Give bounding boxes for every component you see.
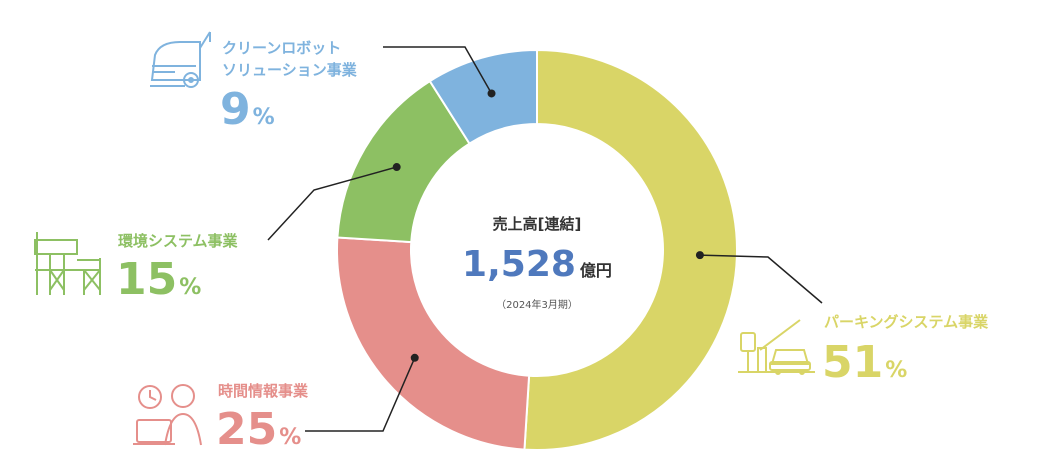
segment-name: 環境システム事業 <box>118 232 238 250</box>
segment-percent-environment: 15% <box>116 258 201 310</box>
percent-unit: % <box>885 358 908 383</box>
segment-percent-value: 25 <box>216 404 278 455</box>
segment-label-environment: 環境システム事業 <box>118 230 238 252</box>
donut-slice-3 <box>428 48 538 145</box>
leader-line-1 <box>305 357 416 432</box>
plant-facility-icon <box>34 232 101 295</box>
segment-label-clean-robot: クリーンロボット ソリューション事業 <box>222 37 357 81</box>
leader-dot-1 <box>410 353 419 362</box>
center-period-note: （2024年3月期） <box>496 300 578 311</box>
percent-unit: % <box>179 275 202 300</box>
segment-percent-value: 51 <box>822 337 884 388</box>
segment-name: パーキングシステム事業 <box>824 313 989 331</box>
center-total-value: 1,528 <box>462 244 576 285</box>
clean-robot-icon <box>150 31 211 88</box>
leader-dot-2 <box>392 163 401 172</box>
segment-name-line-2: ソリューション事業 <box>222 61 357 79</box>
leader-dot-0 <box>695 251 704 260</box>
center-title: 売上高[連結] <box>492 215 582 233</box>
percent-unit: % <box>279 425 302 450</box>
leader-line-2 <box>267 166 397 241</box>
segment-name-line-1: クリーンロボット <box>222 39 342 57</box>
segment-percent-time-info: 25% <box>216 408 301 460</box>
segment-percent-value: 9 <box>220 84 251 135</box>
segment-label-parking: パーキングシステム事業 <box>824 311 988 333</box>
clock-person-laptop-icon <box>133 384 202 446</box>
segment-label-time-info: 時間情報事業 <box>218 380 308 402</box>
donut-slice-1 <box>336 236 531 451</box>
segment-name: 時間情報事業 <box>218 382 309 400</box>
leader-line-0 <box>699 254 823 304</box>
leader-line-3 <box>383 46 493 94</box>
segment-percent-clean-robot: 9% <box>220 88 275 140</box>
leader-dot-3 <box>487 89 496 98</box>
parking-gate-car-icon <box>738 319 815 375</box>
center-total: 1,528 億円 <box>427 244 647 285</box>
segment-percent-value: 15 <box>116 254 178 305</box>
percent-unit: % <box>252 105 275 130</box>
center-total-unit: 億円 <box>579 261 612 280</box>
segment-percent-parking: 51% <box>822 341 907 393</box>
donut-slice-0 <box>523 48 739 451</box>
